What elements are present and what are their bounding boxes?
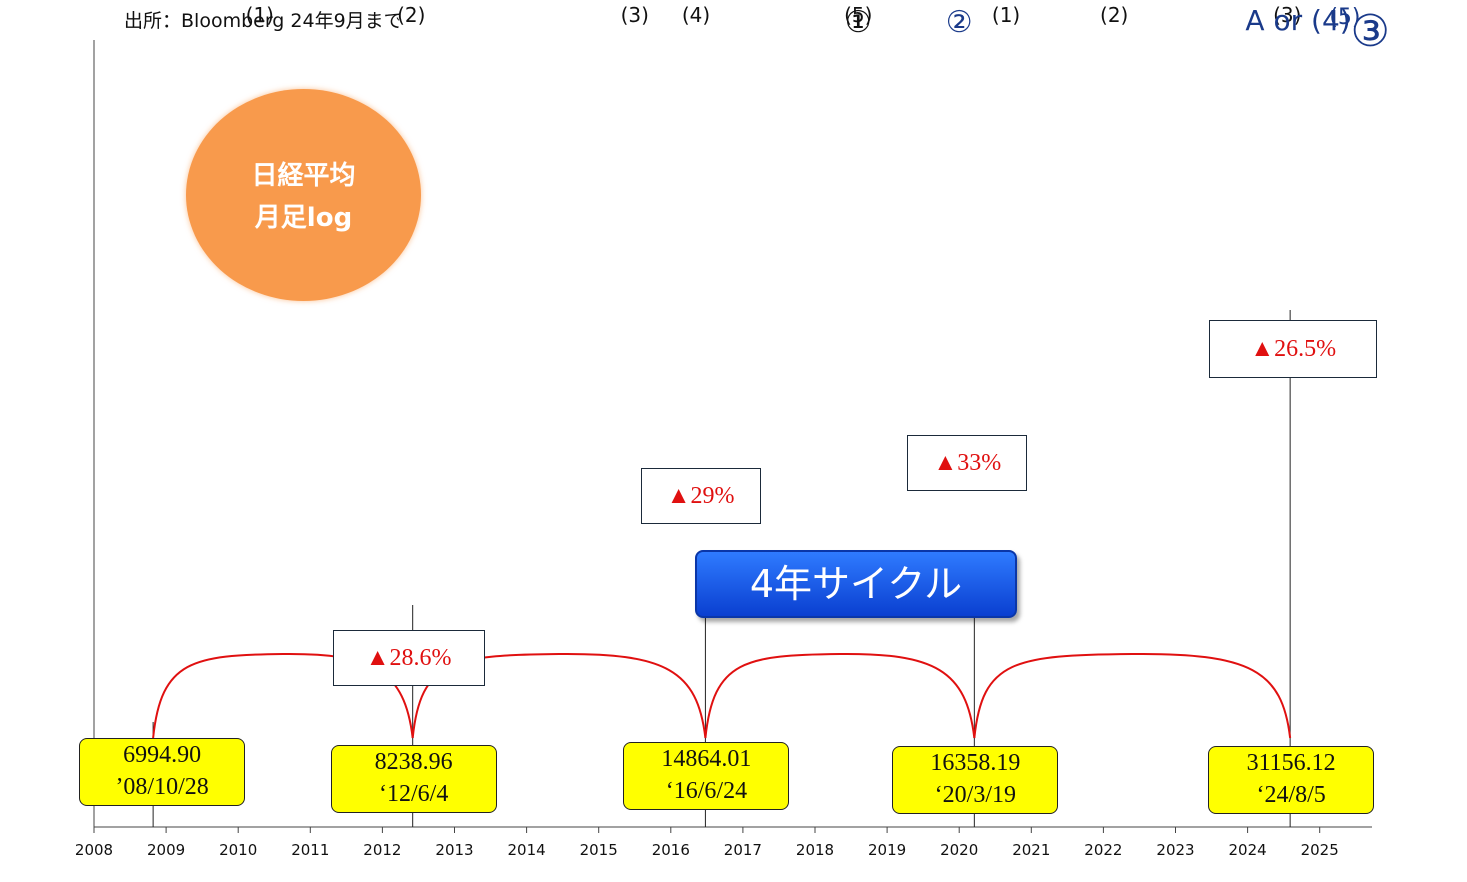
wave-label-11: (5) [1329,5,1360,30]
axes: 2008 2009 2010 2011 2012 2013 2014 2015 2016 2017… [75,40,1372,859]
wave-label-12: ③ [1350,6,1389,57]
drawdown-box-2: ▲29% [640,468,761,524]
x-tick-2023: 2023 [1156,841,1194,859]
source-note: 出所：Bloomberg 24年9月まで [124,10,403,32]
wave-label-10: (3) [1273,3,1301,27]
wave-labels: (1) (2) (3) (4) (5)① ② (1) (2) (3) (5)③A or (4) [246,3,1390,57]
title-line-1: 日経平均 [251,161,356,191]
chart-title-badge: 日経平均 月足log [186,89,421,301]
wave-label-2: (2) [397,3,425,27]
x-tick-2009: 2009 [147,841,185,859]
x-tick-2019: 2019 [868,841,906,859]
drawdown-box-4: ▲26.5% [1209,320,1378,378]
cycle-low-box-2: 8238.96 ‘12/6/4 [330,745,497,813]
x-tick-2015: 2015 [580,841,618,859]
x-tick-2011: 2011 [291,841,329,859]
x-tick-2014: 2014 [508,841,546,859]
cycle-low-value: 8238.96 [374,749,453,775]
drawdown-box-1: ▲28.6% [332,630,485,686]
cycle-low-value: 16358.19 [930,750,1021,776]
drawdown-box-3: ▲33% [907,435,1028,491]
cycle-low-value: 6994.90 [123,742,202,768]
cycle-low-date: ‘12/6/4 [379,781,449,807]
wave-label-9: (2) [1100,3,1128,27]
cycle-arc-1 [152,652,414,739]
x-tick-2008: 2008 [75,841,113,859]
x-tick-2016: 2016 [652,841,690,859]
wave-label-13: A or (4) [1245,4,1350,37]
x-tick-2022: 2022 [1084,841,1122,859]
cycle-low-value: 31156.12 [1246,750,1336,776]
wave-label-6: ① [845,5,872,40]
cycle-low-box-5: 31156.12 ‘24/8/5 [1208,746,1375,814]
wave-label-1: (1) [246,3,274,27]
x-tick-2018: 2018 [796,841,834,859]
cycle-low-box-1: 6994.90 ’08/10/28 [79,738,246,806]
cycle-arc-4 [973,652,1292,739]
x-tick-2017: 2017 [724,841,762,859]
cycle-low-date: ‘16/6/24 [665,778,748,804]
x-tick-2020: 2020 [940,841,978,859]
cycle-arc-3 [704,652,976,739]
cycle-banner: 4年サイクル [695,550,1017,618]
cycle-low-box-4: 16358.19 ‘20/3/19 [892,746,1059,814]
cycle-low-date: ‘20/3/19 [934,782,1016,808]
cycle-low-date: ‘24/8/5 [1256,782,1326,808]
x-tick-2024: 2024 [1229,841,1267,859]
cycle-low-box-3: 14864.01 ‘16/6/24 [623,742,790,810]
x-tick-2013: 2013 [435,841,473,859]
title-line-2: 月足log [254,203,353,233]
x-tick-2010: 2010 [219,841,257,859]
cycle-low-date: ’08/10/28 [115,774,209,800]
wave-label-5: (5) [844,3,872,27]
wave-label-7: ② [946,5,973,40]
wave-label-8: (1) [992,3,1020,27]
wave-label-4: (4) [682,3,710,27]
cycle-low-value: 14864.01 [661,746,752,772]
x-tick-2021: 2021 [1012,841,1050,859]
x-tick-2012: 2012 [363,841,401,859]
x-tick-2025: 2025 [1301,841,1339,859]
wave-label-3: (3) [621,3,649,27]
